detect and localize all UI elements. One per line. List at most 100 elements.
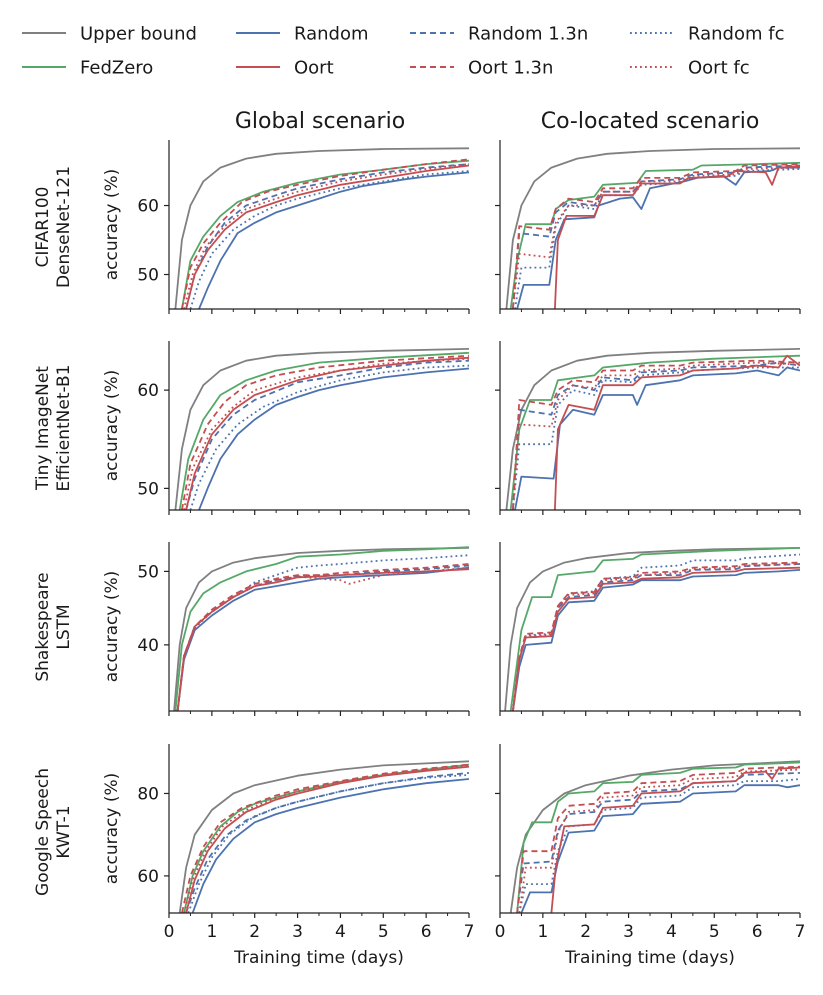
series-line-oort13 [512,359,800,510]
legend-label-random: Random [294,24,369,45]
row-label-googlespeech-line1: Google Speech [33,768,53,896]
x-tick-label: 3 [623,922,634,942]
series-line-random13 [512,563,800,711]
legend-label-oortfc: Oort fc [688,58,750,79]
legend-label-randomfc: Random fc [688,24,784,45]
x-axis-label: Training time (days) [564,948,735,968]
x-tick-label: 7 [464,922,475,942]
legend-entry-oortfc: Oort fc [630,58,750,79]
series-line-random13 [185,359,469,510]
row-labels: CIFAR100 DenseNet-121 Tiny ImageNet Effi… [33,166,74,896]
x-axis-label: Training time (days) [233,948,404,968]
series-line-fedzero [516,761,800,913]
series-line-upper [174,147,469,309]
series-line-random [520,784,800,913]
series-line-randomfc [518,778,800,913]
series-line-upper [174,348,469,510]
legend: Upper bound Random Random 1.3n Random fc Fed… [22,24,784,79]
series-line-random13 [512,164,800,309]
panel-r2-colocated [495,542,801,716]
series-line-oortfc [518,768,800,913]
x-tick-label: 4 [666,922,677,942]
legend-label-upper: Upper bound [80,24,197,45]
y-axis-label: accuracy (%) [102,571,122,683]
x-tick-label: 1 [206,922,217,942]
series-line-oortfc [512,563,800,711]
y-axis-label: accuracy (%) [102,773,122,885]
series-line-fedzero [181,159,469,309]
x-tick-label: 6 [421,922,432,942]
series-line-oort13 [181,354,469,510]
x-tick-label: 5 [709,922,720,942]
x-tick-label: 1 [537,922,548,942]
y-tick-label: 50 [137,479,159,499]
row-label-shakespeare-line2: LSTM [54,604,74,649]
series-line-random [198,171,469,309]
series-line-oort [176,568,469,711]
legend-entry-random13: Random 1.3n [410,24,588,45]
legend-entry-randomfc: Random fc [630,24,784,45]
series-line-random [516,166,800,309]
series-line-random13 [176,564,469,711]
series-line-random13 [512,361,800,510]
row-label-tinyimagenet-line1: Tiny ImageNet [33,366,53,491]
panel-r1-colocated [495,341,801,515]
series-line-oort [185,356,469,510]
series-line-oort13 [512,163,800,309]
series-line-random13 [516,772,800,913]
series-line-random13 [185,163,469,309]
y-tick-label: 80 [137,784,159,804]
series-line-upper [173,547,469,711]
series-line-oortfc [183,163,469,309]
series-line-oort13 [176,563,469,711]
series-line-random13 [185,772,469,913]
panel-r0-colocated [495,140,801,314]
series-line-upper [505,147,800,309]
legend-label-oort13: Oort 1.3n [468,58,553,79]
y-tick-label: 60 [137,867,159,887]
series-line-oort [185,164,469,309]
series-line-oort13 [512,561,800,711]
panel-r2-colocated-series [504,547,800,711]
series-line-random [191,778,469,913]
x-tick-label: 0 [164,922,175,942]
series-line-random [198,367,469,510]
y-tick-label: 50 [137,562,159,582]
series-line-oortfc [512,166,800,309]
legend-label-random13: Random 1.3n [468,24,588,45]
panel-r3-colocated-series [509,760,800,913]
series-line-fedzero [174,546,469,711]
series-line-randomfc [514,168,800,309]
y-tick-label: 60 [137,197,159,217]
series-line-randomfc [512,553,800,711]
y-tick-label: 50 [137,266,159,286]
panel-r1-colocated-series [505,348,800,510]
panel-r3-colocated: 0 1 2 3 4 5 6 7 Training time (days) [495,744,805,968]
series-line-oort [554,354,800,510]
panel-r0-colocated-series [505,147,800,309]
column-titles: Global scenario Co-located scenario [235,109,759,134]
x-tick-label: 2 [249,922,260,942]
row-label-shakespeare-line1: Shakespeare [33,572,53,681]
series-line-oortfc [183,357,469,510]
panel-r1-global-series [174,348,469,510]
series-line-fedzero [178,351,469,510]
legend-entry-upper: Upper bound [22,24,197,45]
series-line-random [512,569,800,711]
x-tick-label: 2 [580,922,591,942]
y-tick-label: 60 [137,381,159,401]
x-tick-label: 4 [335,922,346,942]
row-label-googlespeech-line2: KWT-1 [54,805,74,858]
panel-r3-global-series [178,760,469,913]
series-line-oort [185,765,469,913]
y-axis-label: accuracy (%) [102,169,122,281]
row-label-cifar-line1: CIFAR100 [33,187,53,268]
legend-label-oort: Oort [294,58,334,79]
legend-entry-fedzero: FedZero [22,58,153,79]
panel-r0-global: 50 60 accuracy (%) [102,140,470,314]
y-tick-label: 40 [137,636,159,656]
series-line-oort [554,165,800,309]
series-line-upper [505,348,800,510]
